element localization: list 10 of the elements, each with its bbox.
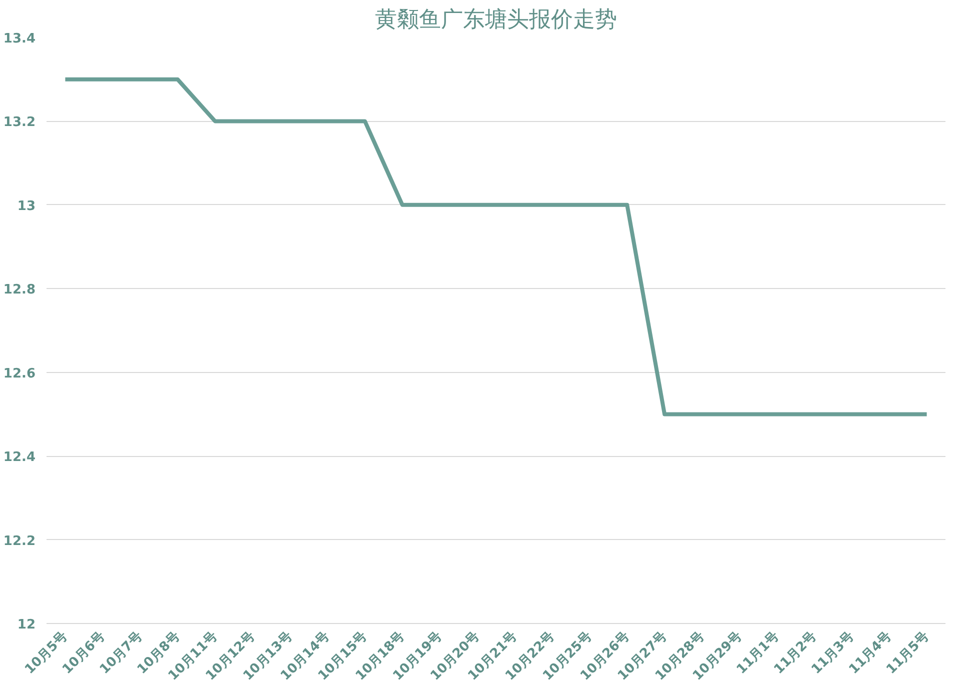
y-tick-label: 13 (17, 198, 36, 214)
y-tick-label: 12.8 (3, 282, 36, 298)
y-tick-label: 13.2 (3, 115, 36, 130)
line-series (63, 77, 929, 416)
chart-title: 黄颡鱼广东塘头报价走势 (375, 8, 617, 32)
y-tick-label: 12.2 (3, 534, 36, 549)
y-tick-label: 13.4 (3, 32, 36, 46)
y-tick-label: 12.6 (3, 366, 36, 382)
y-tick-label: 12.4 (3, 450, 36, 466)
y-tick-label: 12 (17, 618, 36, 632)
